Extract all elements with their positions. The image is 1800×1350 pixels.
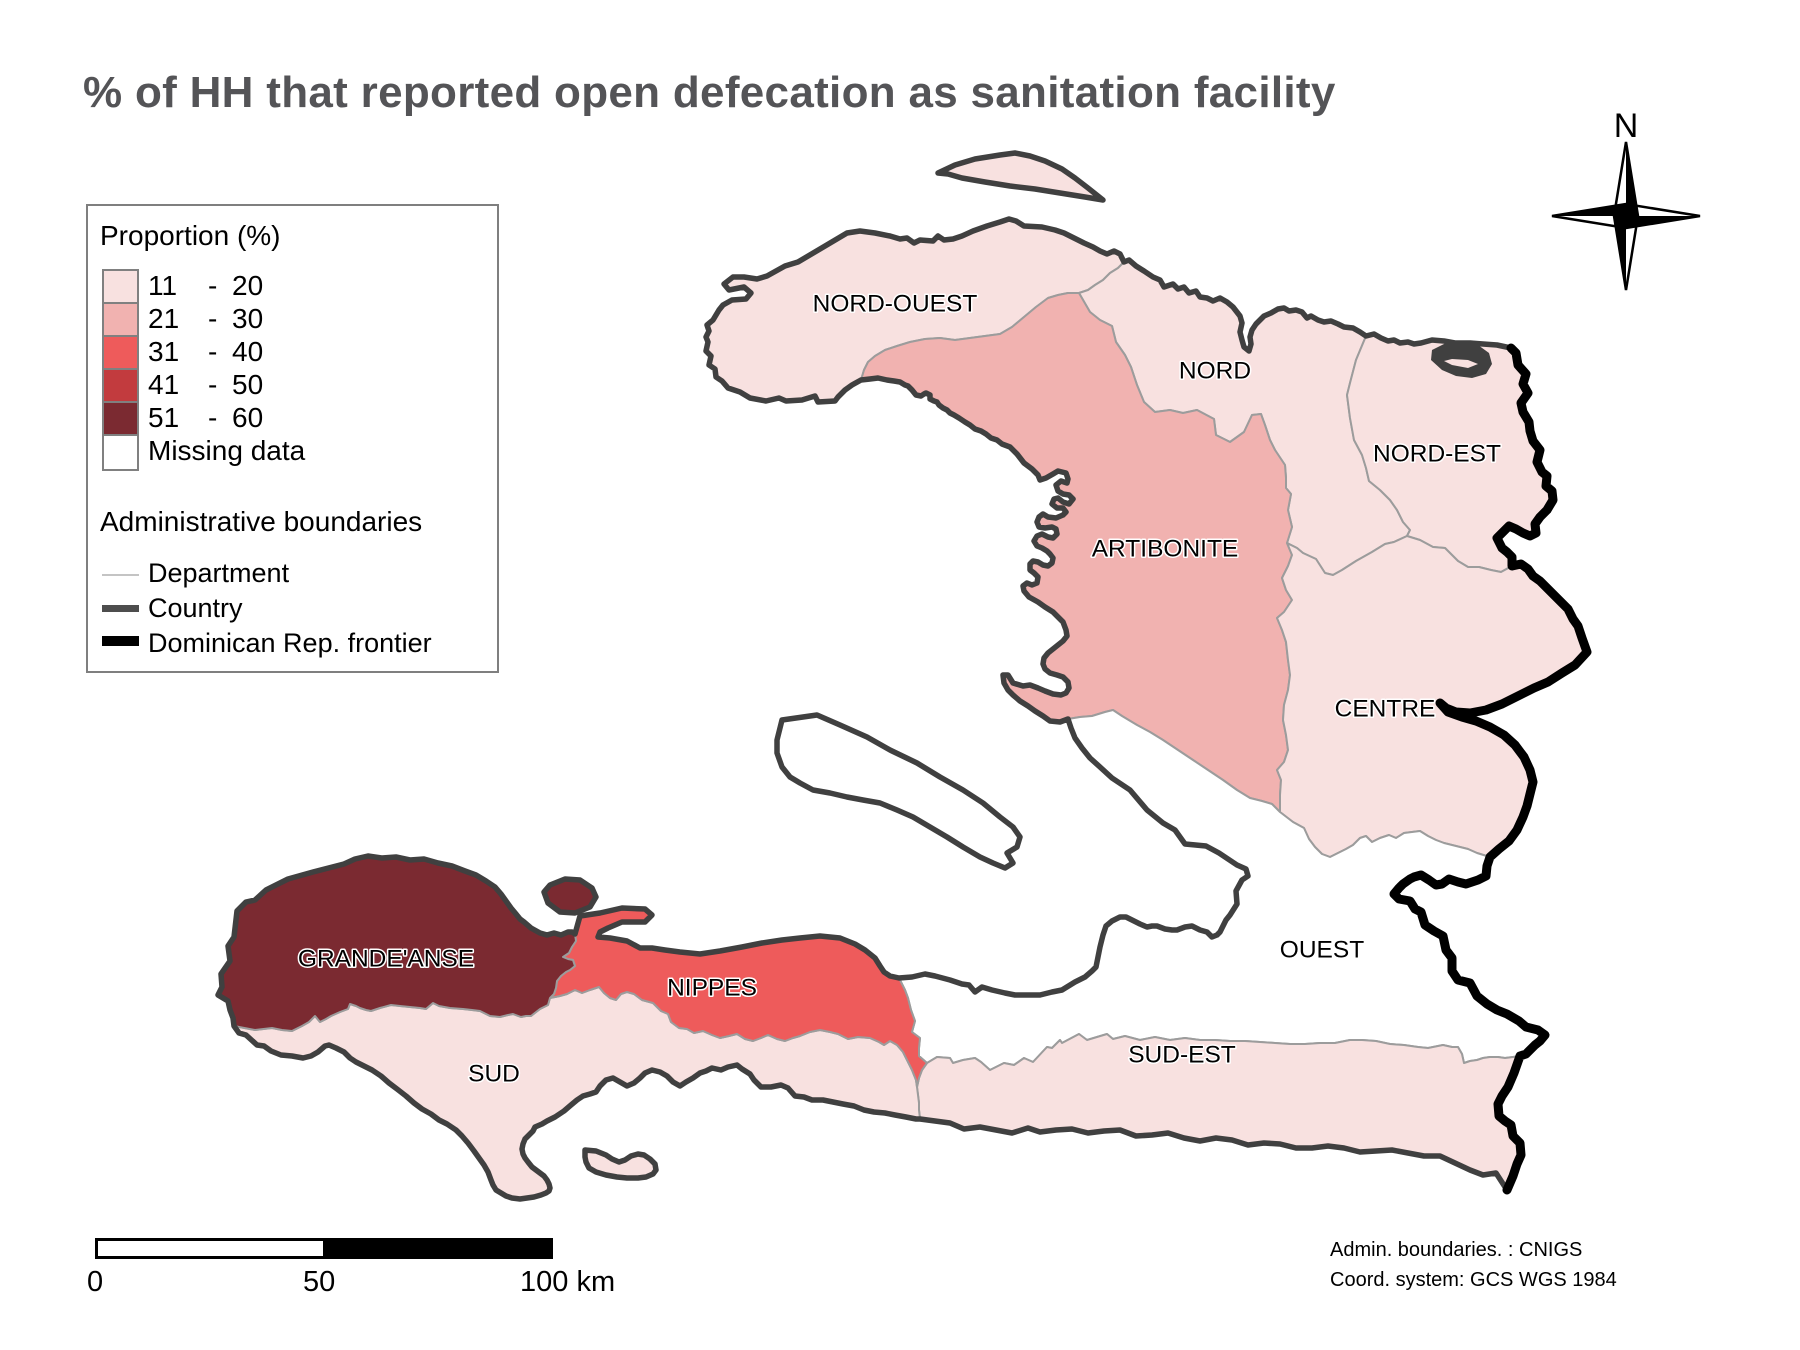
svg-text:OUEST: OUEST [1280,936,1364,963]
svg-text:NORD: NORD [1179,357,1251,384]
svg-text:GRANDE'ANSE: GRANDE'ANSE [298,945,474,972]
svg-text:NORD-EST: NORD-EST [1373,440,1501,467]
svg-text:ARTIBONITE: ARTIBONITE [1092,535,1239,562]
svg-text:N: N [1614,107,1639,145]
svg-text:NORD-OUEST: NORD-OUEST [813,290,978,317]
svg-text:NIPPES: NIPPES [667,974,757,1001]
svg-text:CENTRE: CENTRE [1335,695,1436,722]
svg-text:SUD-EST: SUD-EST [1128,1041,1236,1068]
svg-text:SUD: SUD [468,1060,520,1087]
